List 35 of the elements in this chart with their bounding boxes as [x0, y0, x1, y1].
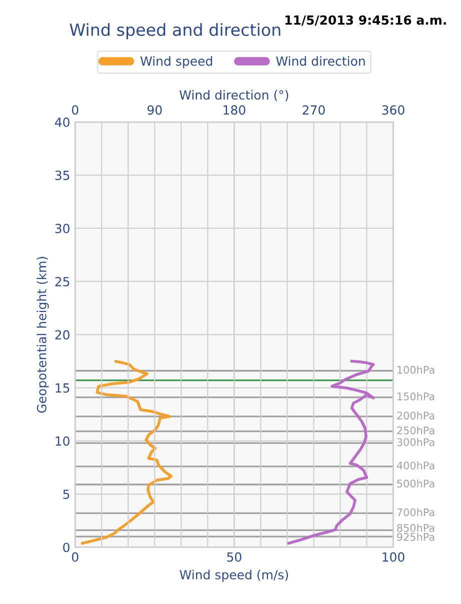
x2-tick-label: 90 [148, 105, 162, 115]
ref-line-label: 150hPa [398, 392, 434, 400]
text: 11/5/2013 9:45:16 a.m. [285, 15, 446, 26]
y-tick-label: 5 [63, 490, 70, 499]
y-tick-label: 30 [55, 224, 70, 234]
y-axis-title: Geopotential height (km) [36, 256, 49, 413]
ref-line-label: 850hPa [397, 524, 434, 532]
ref-line-label: 200hPa [397, 411, 434, 420]
legend-label: Wind direction [276, 56, 365, 66]
y-tick-label: 25 [55, 276, 70, 286]
ref-line-label: 100hPa [398, 366, 434, 374]
ref-line-label: 700hPa [397, 508, 434, 516]
y-tick-label: 10 [56, 436, 70, 446]
ref-line-label: 300hPa [397, 438, 434, 446]
x-axis-title: Wind speed (m/s) [180, 570, 288, 582]
x-tick-label: 100 [382, 552, 404, 562]
ref-line-label: 925hPa [397, 532, 434, 541]
x-tick-label: 0 [72, 552, 78, 562]
ref-line-label: 250hPa [397, 426, 434, 434]
y-tick-label: 20 [55, 330, 70, 340]
x2-axis-title: Wind direction (°) [180, 90, 288, 102]
y-tick-label: 15 [56, 383, 70, 393]
x2-tick-label: 180 [224, 105, 246, 115]
ref-line-label: 400hPa [396, 461, 434, 470]
y-tick-label: 0 [63, 542, 70, 552]
x-tick-label: 50 [227, 552, 242, 562]
ref-line-label: 500hPa [397, 479, 434, 488]
y-tick-label: 35 [55, 170, 70, 180]
line-series [81, 360, 173, 545]
x2-tick-label: 0 [72, 105, 78, 115]
legend-label: Wind speed [140, 56, 212, 68]
x2-tick-label: 360 [382, 105, 404, 115]
chart-title: Wind speed and direction [70, 23, 280, 40]
x2-tick-label: 270 [302, 105, 325, 115]
y-tick-label: 40 [54, 117, 70, 127]
